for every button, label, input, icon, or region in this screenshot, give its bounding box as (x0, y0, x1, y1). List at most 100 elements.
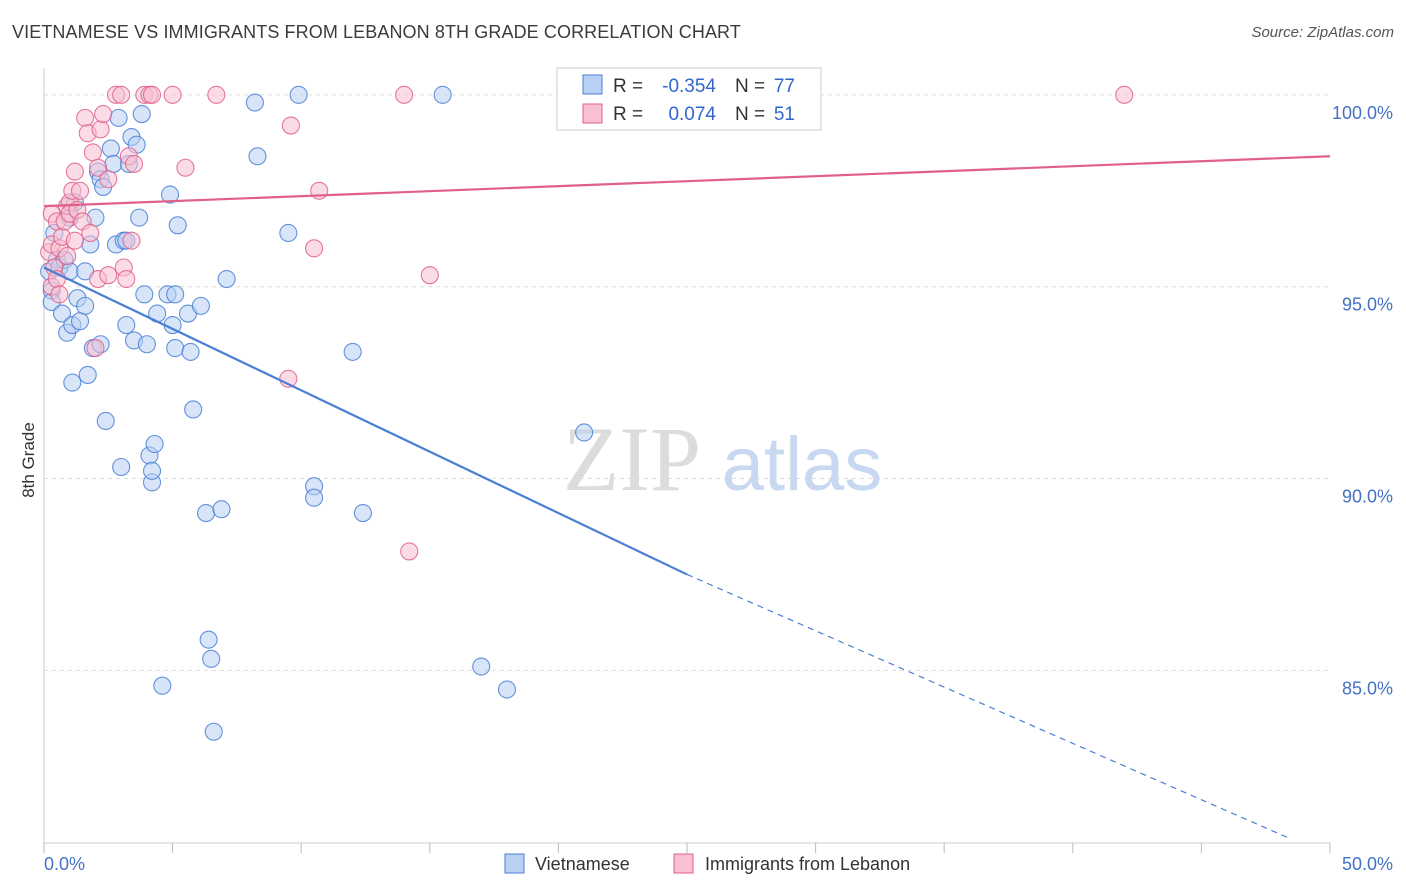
vietnamese-point (96, 411, 115, 431)
lebanon-point (86, 339, 105, 358)
vietnamese-point (117, 316, 136, 335)
vietnamese-point (104, 154, 123, 173)
vietnamese-point (181, 342, 200, 361)
lebanon-point (163, 85, 182, 104)
lebanon-point (176, 158, 195, 177)
vietnamese-point (160, 185, 180, 204)
vietnamese-point (142, 461, 162, 480)
chart-title: VIETNAMESE VS IMMIGRANTS FROM LEBANON 8T… (12, 22, 741, 42)
lebanon-point (88, 158, 108, 177)
vietnamese-point (217, 269, 236, 289)
lebanon-point (91, 120, 110, 139)
vietnamese-point (196, 503, 216, 523)
vietnamese-point (78, 365, 97, 384)
axes-layer: 100.0% 95.0% 90.0% 85.0% 0.0% 50.0% (43, 68, 1393, 874)
vietnamese-point (112, 457, 131, 477)
legend-n-value-lebanon: 51 (774, 104, 795, 125)
watermark-atlas: atlas (722, 422, 883, 507)
y-tick-label: 90.0% (1342, 487, 1393, 507)
lebanon-trendline (43, 155, 1331, 208)
y-axis-title: 8th Grade (19, 422, 38, 498)
vietnamese-trendline-extension (686, 573, 1292, 840)
legend-n-label-lebanon: N = (735, 104, 765, 125)
vietnamese-point (191, 296, 210, 315)
y-tick-label: 95.0% (1342, 295, 1393, 315)
lebanon-point (58, 246, 77, 266)
vietnamese-point (76, 296, 95, 315)
legend-r-label-lebanon: R = (613, 104, 643, 125)
vietnamese-point (248, 147, 267, 166)
bottom-legend-swatch-vietnamese (504, 853, 525, 874)
vietnamese-point (166, 339, 185, 358)
lebanon-point (65, 162, 84, 181)
vietnamese-point (101, 139, 120, 158)
lebanon-point (207, 85, 226, 104)
vietnamese-point (202, 649, 221, 668)
vietnamese-point (245, 93, 264, 112)
vietnamese-point (63, 373, 82, 392)
lebanon-point (420, 266, 439, 285)
vietnamese-point (109, 108, 128, 127)
vietnamese-point (472, 657, 491, 676)
lebanon-point (142, 85, 162, 104)
lebanon-point (99, 170, 118, 189)
vietnamese-point (153, 676, 172, 695)
lebanon-point (65, 231, 84, 250)
legend-box: R = -0.354 N = 77 R = 0.074 N = 51 (556, 67, 822, 131)
lebanon-point (76, 108, 95, 127)
vietnamese-point (204, 722, 223, 741)
lebanon-point (83, 143, 102, 162)
watermark-zip: ZIP (563, 408, 701, 510)
watermark: ZIP atlas (563, 408, 882, 510)
lebanon-point (117, 269, 136, 289)
y-tick-label: 100.0% (1332, 103, 1393, 123)
x-tick-label: 50.0% (1342, 854, 1393, 874)
vietnamese-point (137, 335, 156, 354)
vietnamese-point (184, 400, 203, 419)
lebanon-point (94, 104, 113, 124)
vietnamese-point (433, 85, 452, 104)
vietnamese-point (166, 285, 185, 304)
bottom-legend-label-lebanon: Immigrants from Lebanon (705, 854, 910, 874)
vietnamese-point (145, 434, 164, 454)
vietnamese-point (279, 223, 298, 243)
vietnamese-point (289, 85, 308, 104)
lebanon-point (122, 231, 141, 250)
lebanon-point (1115, 85, 1134, 104)
lebanon-point (99, 266, 118, 285)
legend-swatch-lebanon (582, 103, 603, 124)
lebanon-point (112, 85, 131, 104)
bottom-legend-label-vietnamese: Vietnamese (535, 854, 630, 874)
vietnamese-trendline (43, 266, 688, 576)
legend-n-label-vietnamese: N = (735, 76, 765, 97)
lebanon-point (281, 116, 300, 135)
vietnamese-point (575, 423, 594, 442)
legend-r-label-vietnamese: R = (613, 76, 643, 97)
lebanon-point (124, 154, 144, 173)
legend-swatch-vietnamese (582, 74, 603, 95)
y-tick-label: 85.0% (1342, 678, 1393, 698)
bottom-legend-swatch-lebanon (673, 853, 694, 874)
bottom-legend: Vietnamese Immigrants from Lebanon (504, 853, 910, 874)
vietnamese-point (135, 285, 154, 304)
lebanon-point (81, 223, 100, 243)
source-label: Source: ZipAtlas.com (1251, 24, 1394, 41)
lebanon-point (50, 285, 69, 304)
legend-r-value-lebanon: 0.074 (668, 104, 716, 125)
points-layer (40, 85, 1134, 741)
vietnamese-point (497, 680, 517, 699)
vietnamese-point (212, 500, 231, 519)
lebanon-point (400, 542, 419, 561)
vietnamese-point (343, 342, 362, 361)
lebanon-point (395, 85, 414, 104)
vietnamese-point (132, 104, 151, 124)
vietnamese-point (130, 208, 149, 227)
vietnamese-point (353, 503, 372, 523)
x-tick-label: 0.0% (44, 854, 85, 874)
legend-r-value-vietnamese: -0.354 (662, 76, 716, 97)
vietnamese-point (199, 630, 218, 649)
vietnamese-point (305, 488, 324, 507)
trend-layer (43, 155, 1331, 840)
legend-n-value-vietnamese: 77 (774, 76, 795, 97)
